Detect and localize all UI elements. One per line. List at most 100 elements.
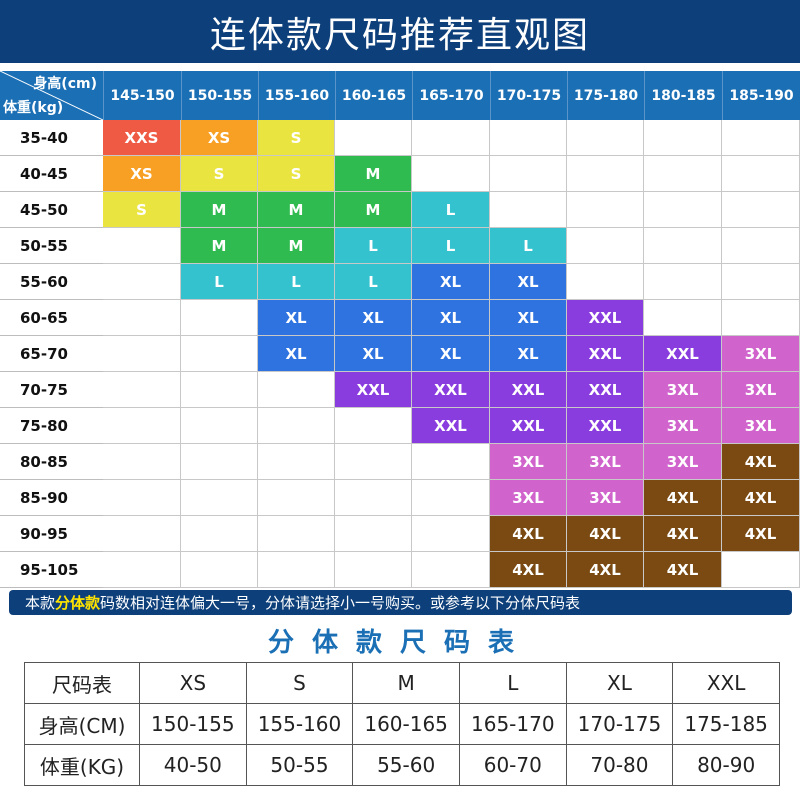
- empty-cell: [567, 264, 644, 300]
- weight-axis-label: 体重(kg): [3, 100, 64, 116]
- empty-cell: [644, 120, 722, 156]
- size-cell: XXL: [490, 372, 567, 408]
- empty-cell: [412, 156, 490, 192]
- size-cell: XL: [258, 300, 335, 336]
- empty-cell: [335, 552, 412, 588]
- size-cell: XL: [490, 264, 567, 300]
- size-cell: M: [335, 156, 412, 192]
- note-bar: 本款 分体款 码数相对连体偏大一号，分体请选择小一号购买。或参考以下分体尺码表: [9, 590, 792, 615]
- size-cell: L: [335, 264, 412, 300]
- size-cell: XL: [335, 336, 412, 372]
- size-cell: XXS: [103, 120, 181, 156]
- empty-cell: [181, 336, 258, 372]
- size-cell: L: [412, 228, 490, 264]
- size-cell: L: [335, 228, 412, 264]
- empty-cell: [722, 156, 800, 192]
- split-table-cell: 160-165: [352, 703, 460, 745]
- split-table-cell: 170-175: [565, 703, 674, 745]
- empty-cell: [103, 408, 181, 444]
- size-cell: XL: [412, 336, 490, 372]
- size-cell: S: [103, 192, 181, 228]
- title-bar: 连体款尺码推荐直观图: [0, 0, 800, 63]
- weight-row-label: 65-70: [0, 336, 103, 372]
- size-cell: XXL: [412, 372, 490, 408]
- size-cell: XXL: [490, 408, 567, 444]
- split-table-cell: 175-185: [672, 703, 780, 745]
- size-cell: 4XL: [722, 444, 800, 480]
- split-table-header-row: 尺码表 XS S M L XL XXL: [24, 662, 780, 704]
- empty-cell: [644, 192, 722, 228]
- size-cell: S: [258, 156, 335, 192]
- size-cell: L: [412, 192, 490, 228]
- weight-row-label: 70-75: [0, 372, 103, 408]
- empty-cell: [335, 444, 412, 480]
- size-cell: 4XL: [644, 552, 722, 588]
- size-cell: XS: [103, 156, 181, 192]
- size-cell: 3XL: [722, 408, 800, 444]
- size-cell: 3XL: [644, 372, 722, 408]
- weight-row-label: 35-40: [0, 120, 103, 156]
- size-cell: 4XL: [490, 516, 567, 552]
- split-size-title: 分体款尺码表: [267, 627, 532, 658]
- size-cell: 4XL: [644, 516, 722, 552]
- weight-row-label: 60-65: [0, 300, 103, 336]
- split-table-cell: 55-60: [352, 744, 460, 786]
- empty-cell: [181, 516, 258, 552]
- split-table-cell: 身高(CM): [24, 703, 140, 745]
- empty-cell: [258, 552, 335, 588]
- split-table-cell: 50-55: [245, 744, 354, 786]
- empty-cell: [644, 156, 722, 192]
- empty-cell: [181, 300, 258, 336]
- empty-cell: [258, 408, 335, 444]
- empty-cell: [258, 516, 335, 552]
- empty-cell: [722, 228, 800, 264]
- height-header-cell: 180-185: [644, 71, 722, 120]
- empty-cell: [412, 444, 490, 480]
- weight-row-label: 45-50: [0, 192, 103, 228]
- empty-cell: [412, 516, 490, 552]
- split-size-table: 尺码表 XS S M L XL XXL 身高(CM) 150-155 155-1…: [24, 662, 780, 786]
- corner-divider: [0, 71, 103, 120]
- empty-cell: [258, 444, 335, 480]
- size-cell: 3XL: [490, 480, 567, 516]
- size-cell: 3XL: [722, 336, 800, 372]
- empty-cell: [335, 120, 412, 156]
- empty-cell: [181, 552, 258, 588]
- empty-cell: [335, 480, 412, 516]
- size-cell: XXL: [644, 336, 722, 372]
- split-table-cell: 150-155: [139, 703, 247, 745]
- empty-cell: [490, 156, 567, 192]
- empty-cell: [258, 480, 335, 516]
- split-table-cell: 165-170: [458, 703, 567, 745]
- height-header-cell: 145-150: [103, 71, 181, 120]
- size-cell: 3XL: [722, 372, 800, 408]
- split-table-cell: 155-160: [245, 703, 354, 745]
- empty-cell: [412, 552, 490, 588]
- split-table-header-cell: 尺码表: [24, 662, 140, 704]
- empty-cell: [644, 300, 722, 336]
- size-cell: M: [181, 228, 258, 264]
- size-cell: XS: [181, 120, 258, 156]
- split-table-cell: 体重(KG): [24, 744, 140, 786]
- empty-cell: [103, 372, 181, 408]
- empty-cell: [103, 480, 181, 516]
- size-cell: 4XL: [567, 552, 644, 588]
- weight-row-label: 85-90: [0, 480, 103, 516]
- size-cell: XL: [258, 336, 335, 372]
- empty-cell: [103, 336, 181, 372]
- empty-cell: [258, 372, 335, 408]
- empty-cell: [181, 480, 258, 516]
- height-header-cell: 170-175: [490, 71, 567, 120]
- height-header-cell: 160-165: [335, 71, 412, 120]
- weight-row-label: 50-55: [0, 228, 103, 264]
- size-cell: 3XL: [644, 408, 722, 444]
- split-table-header-cell: S: [245, 662, 354, 704]
- size-cell: L: [490, 228, 567, 264]
- empty-cell: [567, 228, 644, 264]
- empty-cell: [181, 372, 258, 408]
- empty-cell: [490, 192, 567, 228]
- empty-cell: [103, 444, 181, 480]
- empty-cell: [181, 444, 258, 480]
- empty-cell: [103, 552, 181, 588]
- size-cell: M: [181, 192, 258, 228]
